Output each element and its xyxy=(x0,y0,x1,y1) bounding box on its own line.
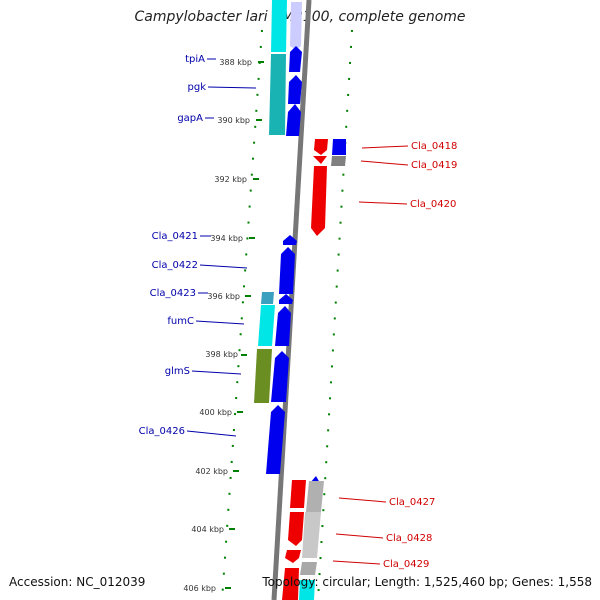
cds-arrow xyxy=(311,166,327,236)
kbp-tick-label: 406 kbp xyxy=(183,584,216,593)
gene-label-cla0426[interactable]: Cla_0426 xyxy=(139,426,185,437)
cds-arrow xyxy=(285,550,301,563)
gene-label-tpiA[interactable]: tpiA xyxy=(185,54,205,65)
gene-label-cla0420[interactable]: Cla_0420 xyxy=(410,199,456,210)
function-block-cla0423 xyxy=(261,292,274,304)
gene-label-cla0422[interactable]: Cla_0422 xyxy=(152,260,198,271)
guide-right-outer xyxy=(317,29,353,600)
function-block-glmS xyxy=(254,349,272,403)
cds-arrow xyxy=(266,405,285,474)
kbp-ticks xyxy=(225,61,264,589)
gene-label-cla0427[interactable]: Cla_0427 xyxy=(389,497,435,508)
cds-arrow xyxy=(279,294,293,304)
gene-leader-line xyxy=(335,533,384,539)
cds-arrow xyxy=(279,247,295,294)
gene-label-cla0429[interactable]: Cla_0429 xyxy=(383,559,429,570)
cds-arrow xyxy=(290,480,306,508)
kbp-tick-label: 396 kbp xyxy=(207,292,240,301)
function-block-top xyxy=(271,0,287,52)
kbp-tick-label: 390 kbp xyxy=(217,116,250,125)
gene-leader-line xyxy=(358,201,408,205)
gene-leader-line xyxy=(199,264,248,269)
kbp-tick-label: 394 kbp xyxy=(210,234,243,243)
cds-arrow xyxy=(283,235,297,245)
gene-label-pgk[interactable]: pgk xyxy=(188,82,207,93)
cds-arrow xyxy=(275,306,291,346)
kbp-tick-label: 400 kbp xyxy=(199,408,232,417)
cds-arrow xyxy=(271,351,289,402)
gene-label-glmS[interactable]: glmS xyxy=(165,366,190,377)
gene-label-cla0421[interactable]: Cla_0421 xyxy=(152,231,198,242)
function-block-cla0419 xyxy=(331,156,346,166)
function-block-fumC xyxy=(258,305,275,346)
kbp-tick-label: 404 kbp xyxy=(191,525,224,534)
gene-leader-line xyxy=(361,145,409,149)
function-block-cla0427 xyxy=(306,481,324,512)
gene-label-fumC[interactable]: fumC xyxy=(167,316,194,327)
gene-leader-line xyxy=(191,370,242,375)
function-block-cla0429 xyxy=(300,562,317,575)
function-block-tpiA xyxy=(269,54,286,135)
cds-arrow xyxy=(282,568,299,600)
function-track-reverse xyxy=(299,139,346,600)
gene-label-cla0423[interactable]: Cla_0423 xyxy=(150,288,196,299)
cds-arrow xyxy=(289,46,302,72)
cds-track-reverse xyxy=(282,139,328,600)
function-block-cla0418 xyxy=(332,139,346,155)
cds-arrow xyxy=(286,104,301,136)
function-block-bottom xyxy=(299,580,315,600)
cds-arrow xyxy=(288,75,302,104)
cds-arrow xyxy=(314,139,328,155)
gene-leader-line xyxy=(332,560,381,565)
function-block-cla0428 xyxy=(302,512,321,558)
gene-label-cla0419[interactable]: Cla_0419 xyxy=(411,160,457,171)
gene-leader-line xyxy=(207,86,257,89)
gene-leader-line xyxy=(360,160,409,166)
gene-label-cla0418[interactable]: Cla_0418 xyxy=(411,141,457,152)
gene-leader-line xyxy=(186,430,237,437)
topology-text: Topology: circular; Length: 1,525,460 bp… xyxy=(262,575,592,589)
cds-arrow xyxy=(313,156,327,164)
cds-arrow xyxy=(288,512,304,546)
gene-label-gapA[interactable]: gapA xyxy=(177,113,203,124)
cds-arrow xyxy=(290,2,302,50)
gene-leader-line xyxy=(338,497,387,503)
accession-text: Accession: NC_012039 xyxy=(9,575,146,589)
gene-label-cla0428[interactable]: Cla_0428 xyxy=(386,533,432,544)
gene-leader-line xyxy=(195,320,245,325)
kbp-tick-label: 392 kbp xyxy=(214,175,247,184)
kbp-tick-label: 402 kbp xyxy=(195,467,228,476)
kbp-tick-label: 388 kbp xyxy=(219,58,252,67)
cds-track-forward xyxy=(266,2,320,512)
function-track-forward xyxy=(254,0,287,403)
kbp-tick-label: 398 kbp xyxy=(205,350,238,359)
